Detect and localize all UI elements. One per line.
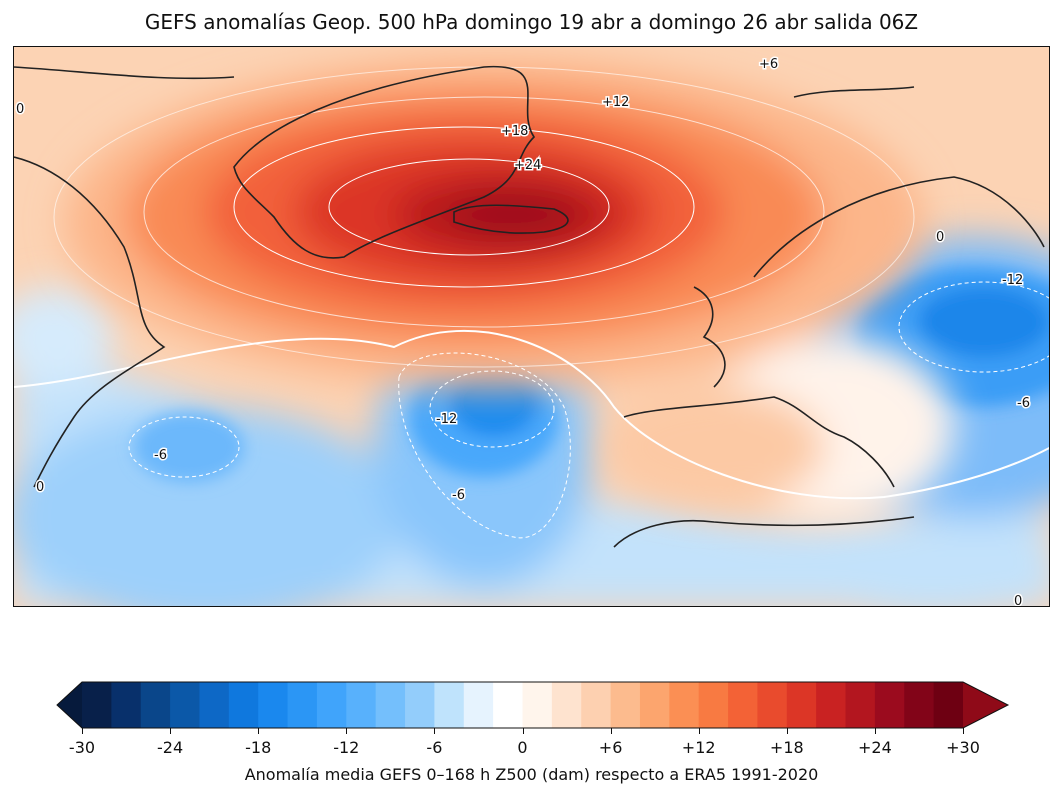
contour-label: -6 (1017, 396, 1030, 411)
contour-label: +12 (602, 95, 629, 110)
colorbar-cell (140, 682, 171, 728)
colorbar-cell (610, 682, 641, 728)
contour-label: +6 (759, 57, 778, 72)
colorbar-cell (258, 682, 289, 728)
colorbar-tick-label: +12 (681, 738, 716, 757)
colorbar-tick-mark (346, 728, 348, 734)
colorbar-tick-label: 0 (517, 738, 528, 757)
contour-label: +24 (514, 158, 541, 173)
colorbar (56, 681, 1010, 729)
positive-field (64, 57, 954, 517)
colorbar-cells (56, 681, 1010, 729)
colorbar-cell (786, 682, 817, 728)
colorbar-tick-mark (698, 728, 700, 734)
colorbar-tick-mark (170, 728, 172, 734)
colorbar-tick-label: +6 (598, 738, 623, 757)
contour-label: 0 (16, 102, 24, 117)
figure-title: GEFS anomalías Geop. 500 hPa domingo 19 … (144, 10, 919, 34)
colorbar-cell (551, 682, 582, 728)
colorbar-cell (904, 682, 935, 728)
contour-label: 0 (36, 480, 44, 495)
colorbar-tick-label: -12 (333, 738, 360, 757)
colorbar-cell (199, 682, 230, 728)
colorbar-cell (845, 682, 876, 728)
colorbar-cell (287, 682, 318, 728)
contour-label: -6 (452, 488, 465, 503)
colorbar-tick-mark (434, 728, 436, 734)
colorbar-tick-label: -30 (68, 738, 96, 757)
colorbar-tick-mark (258, 728, 260, 734)
map-canvas: +6 +12 +18 +24 0 0 0 0 -12 -12 -6 -6 -6 (14, 47, 1049, 607)
colorbar-cell (581, 682, 612, 728)
colorbar-tick-mark (874, 728, 876, 734)
contour-lines (14, 66, 1049, 539)
colorbar-cell (82, 682, 112, 728)
colorbar-tick-mark (786, 728, 788, 734)
colorbar-cell (375, 682, 406, 728)
colorbar-cell (933, 682, 964, 728)
colorbar-cell (228, 682, 259, 728)
colorbar-cell (698, 682, 729, 728)
colorbar-cell (522, 682, 553, 728)
colorbar-over-arrow (963, 682, 1008, 728)
colorbar-tick-label: -18 (245, 738, 272, 757)
colorbar-tick-label: +18 (769, 738, 804, 757)
colorbar-cell (316, 682, 347, 728)
colorbar-label: Anomalía media GEFS 0–168 h Z500 (dam) r… (244, 765, 819, 784)
colorbar-cell (874, 682, 905, 728)
contour-label: -12 (436, 412, 457, 427)
colorbar-cell (757, 682, 788, 728)
colorbar-under-arrow (57, 682, 82, 728)
colorbar-cell (111, 682, 142, 728)
colorbar-tick-label: -24 (157, 738, 184, 757)
colorbar-cell (463, 682, 494, 728)
colorbar-tick-mark (610, 728, 612, 734)
colorbar-cell (639, 682, 670, 728)
contour-label: +18 (501, 124, 528, 139)
colorbar-cell (669, 682, 700, 728)
colorbar-tick-mark (82, 728, 83, 734)
colorbar-tick-label: +24 (858, 738, 892, 757)
contour-label: -6 (154, 448, 167, 463)
contour-labels: +6 +12 +18 +24 0 0 0 0 -12 -12 -6 -6 -6 (15, 56, 1032, 607)
colorbar-tick-label: +30 (946, 738, 980, 757)
colorbar-cell (405, 682, 435, 728)
colorbar-tick-mark (963, 728, 964, 734)
coastlines (14, 65, 1045, 548)
colorbar-cell (816, 682, 847, 728)
contour-label: 0 (1014, 594, 1022, 607)
colorbar-cell (728, 682, 758, 728)
contour-label: -12 (1002, 273, 1023, 288)
colorbar-cell (170, 682, 200, 728)
colorbar-tick-mark (522, 728, 524, 734)
colorbar-cell (493, 682, 523, 728)
colorbar-cell (346, 682, 377, 728)
colorbar-cell (434, 682, 465, 728)
anomaly-map: +6 +12 +18 +24 0 0 0 0 -12 -12 -6 -6 -6 (13, 46, 1050, 607)
colorbar-tick-label: -6 (426, 738, 443, 757)
contour-label: 0 (936, 230, 944, 245)
